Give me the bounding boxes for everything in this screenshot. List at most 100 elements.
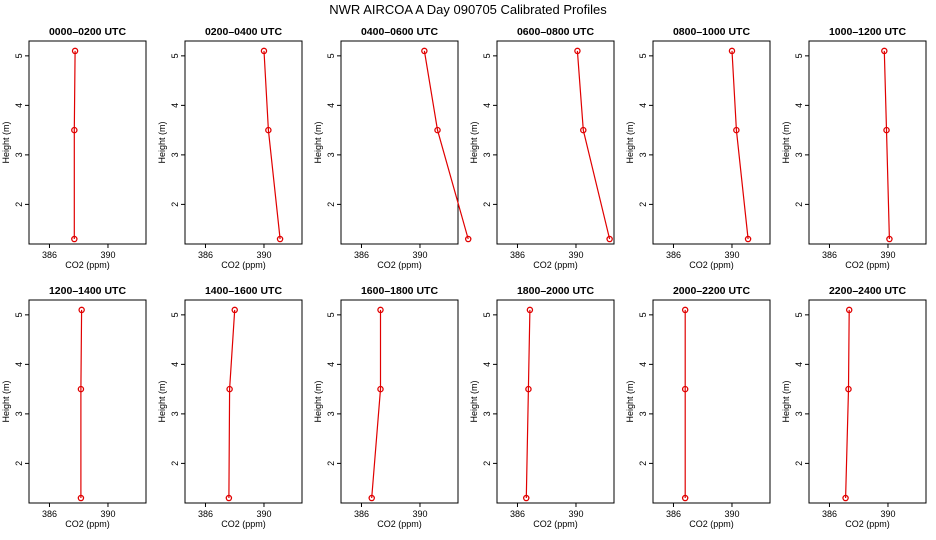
y-tick-label: 2 — [638, 202, 648, 207]
data-point — [881, 47, 888, 55]
x-axis-label: CO2 (ppm) — [65, 260, 110, 270]
data-point — [744, 235, 752, 243]
profile-line — [80, 309, 83, 498]
plot-frame — [496, 299, 615, 504]
y-tick-label: 3 — [14, 411, 24, 416]
data-point — [845, 385, 852, 393]
profile-line — [731, 50, 749, 240]
panel-title: 1200–1400 UTC — [49, 285, 126, 297]
y-tick-label: 5 — [326, 312, 336, 317]
y-tick-label: 2 — [326, 461, 336, 466]
data-point — [845, 306, 853, 314]
plot-frame — [184, 299, 303, 504]
x-tick-label: 386 — [666, 250, 681, 260]
y-tick-label: 5 — [14, 53, 24, 58]
y-tick-label: 3 — [794, 411, 804, 416]
y-tick-label: 2 — [170, 461, 180, 466]
profile-panel-10: 1800–2000 UTC 386 390 2 3 4 5 CO2 (ppm) Height (… — [469, 285, 615, 529]
x-axis-label: CO2 (ppm) — [221, 260, 266, 270]
plot-frame — [808, 40, 927, 245]
y-tick-label: 2 — [482, 461, 492, 466]
x-tick-label: 386 — [42, 509, 57, 519]
plot-frame — [340, 40, 459, 245]
data-point — [226, 385, 233, 393]
x-axis-label: CO2 (ppm) — [533, 519, 578, 529]
y-axis-label: Height (m) — [313, 380, 323, 422]
y-tick-label: 3 — [638, 152, 648, 157]
y-tick-label: 4 — [482, 103, 492, 108]
x-tick-label: 386 — [822, 250, 837, 260]
y-axis-label: Height (m) — [469, 380, 479, 422]
y-tick-label: 5 — [326, 53, 336, 58]
data-point — [377, 306, 384, 314]
x-axis-label: CO2 (ppm) — [845, 519, 890, 529]
x-tick-label: 390 — [724, 250, 739, 260]
panel-title: 2000–2200 UTC — [673, 285, 750, 297]
x-tick-label: 386 — [198, 509, 213, 519]
data-point — [525, 385, 532, 393]
y-tick-label: 2 — [482, 202, 492, 207]
data-point — [464, 235, 472, 243]
y-tick-label: 4 — [170, 103, 180, 108]
y-tick-label: 5 — [638, 53, 648, 58]
plot-frame — [808, 299, 927, 504]
data-point — [276, 235, 284, 243]
y-axis-label: Height (m) — [1, 380, 11, 422]
data-point — [733, 126, 740, 134]
data-point — [842, 494, 849, 502]
y-tick-label: 4 — [14, 362, 24, 367]
profile-line — [73, 50, 76, 239]
x-tick-label: 386 — [354, 250, 369, 260]
data-point — [231, 306, 238, 314]
y-tick-label: 2 — [14, 461, 24, 466]
data-point — [368, 494, 375, 502]
panel-title: 1000–1200 UTC — [829, 26, 906, 38]
profile-line — [423, 50, 469, 240]
y-tick-label: 5 — [638, 312, 648, 317]
y-tick-label: 2 — [170, 202, 180, 207]
data-point — [886, 235, 893, 243]
data-point — [681, 494, 689, 502]
figure-title: NWR AIRCOA A Day 090705 Calibrated Profi… — [329, 2, 607, 17]
x-tick-label: 390 — [256, 250, 271, 260]
x-tick-label: 390 — [256, 509, 271, 519]
y-tick-label: 3 — [326, 411, 336, 416]
y-tick-label: 3 — [638, 411, 648, 416]
panel-title: 0800–1000 UTC — [673, 26, 750, 38]
y-tick-label: 3 — [326, 152, 336, 157]
x-axis-label: CO2 (ppm) — [377, 260, 422, 270]
x-tick-label: 386 — [42, 250, 57, 260]
y-tick-label: 5 — [794, 312, 804, 317]
profile-panel-4: 0600–0800 UTC 386 390 2 3 4 5 CO2 (ppm) Height (… — [469, 26, 615, 270]
panel-title: 1400–1600 UTC — [205, 285, 282, 297]
y-tick-label: 5 — [170, 312, 180, 317]
y-tick-label: 2 — [14, 202, 24, 207]
panel-title: 1600–1800 UTC — [361, 285, 438, 297]
y-tick-label: 5 — [14, 312, 24, 317]
data-point — [681, 385, 689, 393]
x-tick-label: 386 — [510, 250, 525, 260]
x-tick-label: 386 — [666, 509, 681, 519]
x-axis-label: CO2 (ppm) — [689, 260, 734, 270]
y-axis-label: Height (m) — [157, 121, 167, 163]
profile-panel-2: 0200–0400 UTC 386 390 2 3 4 5 CO2 (ppm) Height (… — [157, 26, 303, 270]
plot-frame — [496, 40, 615, 245]
plot-frame — [340, 299, 459, 504]
data-point — [77, 494, 85, 502]
profile-line — [845, 309, 850, 499]
y-tick-label: 5 — [170, 53, 180, 58]
data-point — [606, 235, 613, 243]
profile-panel-9: 1600–1800 UTC 386 390 2 3 4 5 CO2 (ppm) Height (… — [313, 285, 459, 529]
profile-panel-6: 1000–1200 UTC 386 390 2 3 4 5 CO2 (ppm) Height (… — [781, 26, 927, 270]
x-tick-label: 390 — [724, 509, 739, 519]
plot-frame — [652, 40, 771, 245]
y-tick-label: 4 — [638, 103, 648, 108]
plot-frame — [28, 40, 147, 245]
y-tick-label: 3 — [794, 152, 804, 157]
profile-line — [525, 309, 531, 499]
y-axis-label: Height (m) — [625, 380, 635, 422]
x-tick-label: 390 — [568, 250, 583, 260]
data-point — [728, 47, 736, 55]
y-axis-label: Height (m) — [781, 380, 791, 422]
x-tick-label: 386 — [510, 509, 525, 519]
